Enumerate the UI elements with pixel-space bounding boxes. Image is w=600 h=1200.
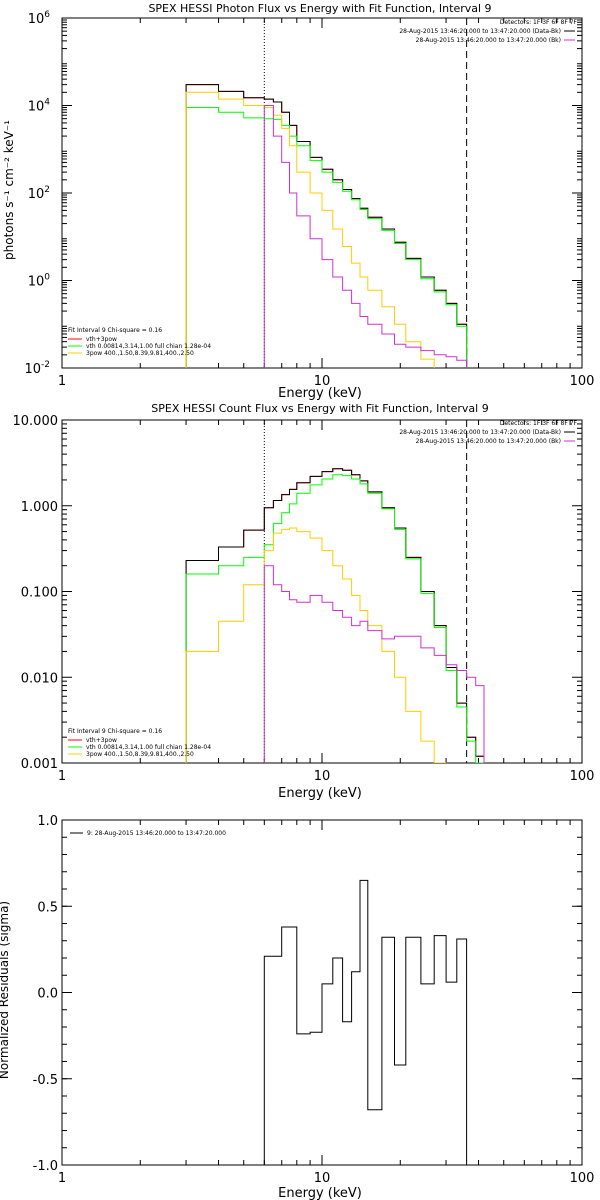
- count-flux-interval-bk: 28-Aug-2015 13:46:20.000 to 13:47:20.000…: [416, 438, 561, 445]
- count-y-tick-label: 10.000: [13, 414, 59, 429]
- count-flux-interval-data: 28-Aug-2015 13:46:20.000 to 13:47:20.000…: [399, 429, 561, 436]
- count-flux-fit-entry-3: 3pow 400.,1.50,8.39,9.81,400.,2.50: [86, 751, 194, 758]
- count-y-tick-label: 0.100: [21, 586, 58, 601]
- photon-flux-interval-data: 28-Aug-2015 13:46:20.000 to 13:47:20.000…: [399, 28, 561, 35]
- count-flux-fit-entry-1: vth+3pow: [86, 737, 117, 744]
- photon-flux-fit-header: Fit Interval 9 Chi-square = 0.16: [68, 327, 162, 334]
- photon-flux-top-legend: Detectors: 1F 3F 6F 8F 7F 28-Aug-2015 13…: [399, 19, 577, 44]
- resid-x-tick-label: 10: [314, 1171, 331, 1186]
- photon-y-tick-label: 102: [28, 185, 50, 202]
- count-y-tick-label: 0.001: [21, 757, 58, 772]
- photon-flux-interval-bk: 28-Aug-2015 13:46:20.000 to 13:47:20.000…: [416, 37, 561, 44]
- resid-series-residuals: [263, 879, 468, 1165]
- photon-flux-title: SPEX HESSI Photon Flux vs Energy with Fi…: [148, 2, 491, 15]
- photon-x-tick-label: 1: [58, 374, 66, 389]
- count-series-total: [185, 468, 485, 763]
- count-series-power_law: [185, 527, 447, 763]
- resid-x-tick-label: 100: [570, 1171, 595, 1186]
- photon-flux-ylabel: photons s⁻¹ cm⁻² keV⁻¹: [2, 120, 16, 260]
- photon-flux-plot-area: 1 10 100 10-2 100 102 104 106: [24, 10, 595, 389]
- count-flux-fit-legend: Fit Interval 9 Chi-square = 0.16 vth+3po…: [68, 728, 211, 758]
- photon-y-tick-label: 106: [28, 10, 51, 27]
- count-y-tick-label: 1.000: [21, 500, 58, 515]
- count-x-tick-label: 1: [58, 769, 66, 784]
- photon-series-background: [263, 105, 468, 368]
- resid-y-tick-label: 1.0: [37, 814, 58, 829]
- count-flux-detectors: Detectors: 1F 3F 6F 8F 7F: [500, 420, 578, 427]
- photon-series-data_minus_bk: [185, 84, 468, 368]
- count-flux-xlabel: Energy (keV): [278, 786, 362, 801]
- count-series-background: [263, 565, 485, 763]
- photon-flux-fit-entry-3: 3pow 400.,1.50,8.39,9.81,400.,2.50: [86, 350, 194, 357]
- residuals-panel: Normalized Residuals (sigma) Energy (keV…: [0, 814, 594, 1200]
- photon-flux-fit-entry-2: vth 0.00814,3.14,1.00 full chian 1.28e-0…: [86, 343, 211, 350]
- resid-x-tick-label: 1: [58, 1171, 66, 1186]
- photon-y-tick-label: 104: [28, 98, 51, 115]
- count-flux-fit-entry-2: vth 0.00814,3.14,1.00 full chian 1.28e-0…: [86, 744, 211, 751]
- residuals-ylabel: Normalized Residuals (sigma): [0, 901, 11, 1079]
- photon-series-total: [185, 84, 468, 368]
- resid-y-tick-label: -1.0: [33, 1159, 58, 1174]
- photon-flux-xlabel: Energy (keV): [278, 386, 362, 401]
- photon-x-tick-label: 10: [314, 374, 331, 389]
- photon-x-tick-label: 100: [570, 374, 595, 389]
- resid-y-tick-label: -0.5: [33, 1073, 58, 1088]
- resid-y-tick-label: 0.5: [37, 900, 58, 915]
- count-flux-plot-area: 1 10 100 0.001 0.010 0.100 1.000 10.000: [13, 414, 595, 784]
- resid-y-tick-label: 0.0: [37, 987, 58, 1002]
- residuals-xlabel: Energy (keV): [278, 1186, 362, 1200]
- residuals-plot-area: 1 10 100 -1.0 -0.5 0.0 0.5 1.0: [33, 814, 595, 1186]
- photon-flux-fit-legend: Fit Interval 9 Chi-square = 0.16 vth+3po…: [68, 327, 211, 357]
- count-flux-fit-header: Fit Interval 9 Chi-square = 0.16: [68, 728, 162, 735]
- photon-series-thermal: [185, 107, 468, 368]
- photon-y-tick-label: 100: [28, 273, 51, 290]
- count-x-tick-label: 100: [570, 769, 595, 784]
- photon-flux-detectors: Detectors: 1F 3F 6F 8F 7F: [500, 19, 578, 26]
- residuals-legend-label: 9: 28-Aug-2015 13:46:20.000 to 13:47:20.…: [87, 830, 226, 837]
- count-flux-top-legend: Detectors: 1F 3F 6F 8F 7F 28-Aug-2015 13…: [399, 420, 577, 445]
- count-flux-title: SPEX HESSI Count Flux vs Energy with Fit…: [151, 402, 488, 415]
- photon-y-tick-label: 10-2: [24, 360, 50, 377]
- photon-series-power_law: [185, 91, 435, 368]
- count-series-data_minus_bk: [185, 468, 485, 763]
- photon-flux-panel: SPEX HESSI Photon Flux vs Energy with Fi…: [2, 2, 595, 401]
- photon-flux-fit-entry-1: vth+3pow: [86, 336, 117, 343]
- count-flux-panel: SPEX HESSI Count Flux vs Energy with Fit…: [13, 402, 595, 801]
- count-x-tick-label: 10: [314, 769, 331, 784]
- count-y-tick-label: 0.010: [21, 671, 58, 686]
- residuals-legend: 9: 28-Aug-2015 13:46:20.000 to 13:47:20.…: [70, 830, 226, 837]
